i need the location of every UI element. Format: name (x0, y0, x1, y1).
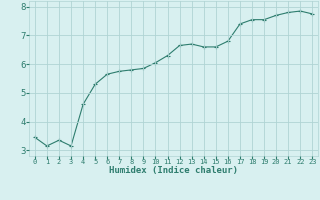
X-axis label: Humidex (Indice chaleur): Humidex (Indice chaleur) (109, 166, 238, 175)
